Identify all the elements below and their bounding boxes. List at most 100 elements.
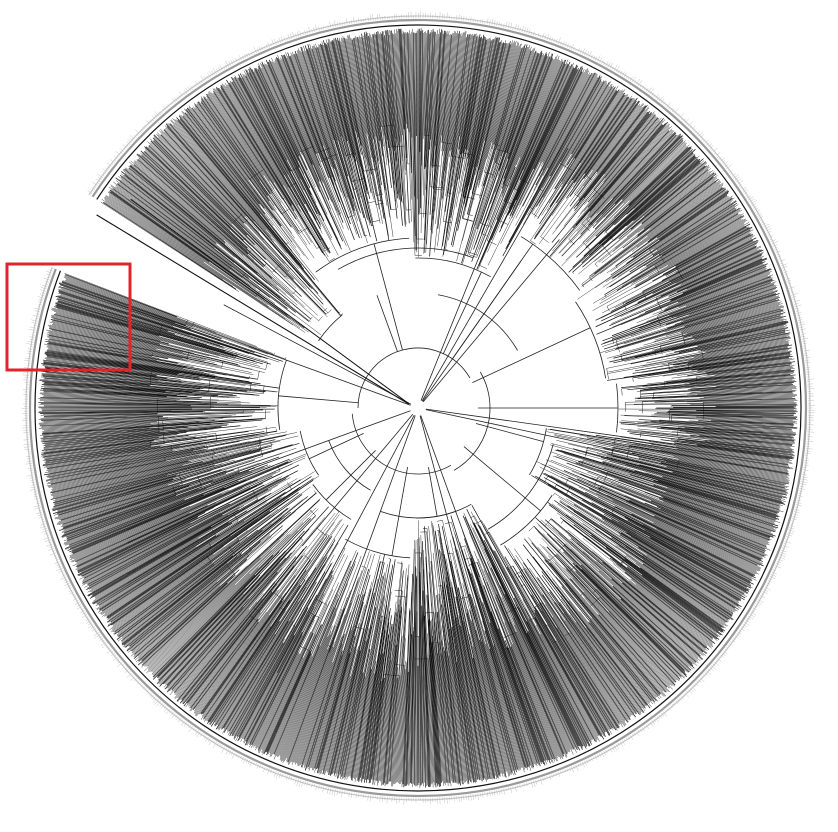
- tip-branch: [53, 465, 183, 498]
- tip-branch: [583, 154, 696, 257]
- tip-label-mark: [350, 792, 353, 798]
- tip-branch: [656, 255, 765, 304]
- tip-branch: [515, 555, 626, 721]
- tip-branch: [643, 559, 733, 621]
- tip-label-mark: [635, 731, 640, 736]
- tip-branch: [350, 615, 381, 776]
- tip-branch: [42, 434, 214, 459]
- tip-label-mark: [94, 630, 98, 633]
- tip-branch: [59, 286, 255, 353]
- tip-label-mark: [41, 292, 46, 294]
- tip-branch: [43, 369, 265, 393]
- tip-branch: [675, 232, 752, 273]
- tip-label-mark: [560, 41, 562, 45]
- tip-branch: [652, 226, 753, 282]
- tip-branch: [553, 85, 619, 190]
- sub-clade-arc: [270, 441, 272, 447]
- tip-label-mark: [63, 578, 68, 582]
- tip-label-mark: [641, 727, 645, 732]
- tip-label-mark: [127, 671, 131, 674]
- tip-branch: [479, 525, 593, 741]
- tip-branch: [630, 331, 786, 365]
- tip-branch: [58, 297, 268, 363]
- tip-branch: [482, 601, 538, 766]
- tip-branch: [628, 500, 763, 560]
- tip-branch: [243, 74, 339, 256]
- tip-branch: [424, 31, 435, 253]
- tip-label-mark: [24, 448, 31, 450]
- tip-branch: [54, 449, 262, 505]
- tip-label-mark: [723, 650, 728, 655]
- tip-branch: [38, 415, 232, 425]
- tip-branch: [550, 459, 767, 546]
- tip-branch: [626, 555, 727, 627]
- tip-branch: [370, 34, 388, 166]
- tip-label-mark: [181, 719, 184, 722]
- tip-branch: [326, 44, 357, 162]
- tip-branch: [144, 148, 277, 274]
- tip-label-mark: [728, 643, 732, 646]
- tip-ring-arc: [28, 18, 808, 798]
- tip-branch: [430, 31, 446, 231]
- tip-branch: [424, 28, 434, 241]
- tip-label-mark: [348, 791, 350, 797]
- tip-branch: [503, 60, 563, 201]
- tip-branch: [222, 565, 324, 734]
- tip-label-mark: [293, 777, 295, 780]
- tip-branch: [692, 312, 786, 338]
- tip-branch: [47, 356, 200, 379]
- tip-branch: [646, 334, 790, 364]
- tip-branch: [354, 572, 391, 782]
- tip-branch: [420, 30, 424, 209]
- tip-branch: [212, 88, 312, 243]
- tip-label-mark: [290, 777, 293, 781]
- tip-branch: [335, 640, 366, 774]
- tip-branch: [473, 43, 503, 168]
- tip-label-mark: [795, 310, 800, 312]
- tip-label-mark: [153, 113, 158, 119]
- tip-branch: [42, 418, 266, 435]
- tip-branch: [165, 127, 260, 232]
- tip-branch: [266, 560, 352, 752]
- tip-branch: [121, 173, 235, 263]
- tip-branch: [587, 446, 788, 494]
- tip-label-mark: [127, 138, 132, 144]
- tip-branch: [226, 84, 299, 206]
- tip-branch: [344, 676, 366, 780]
- tip-branch: [654, 214, 741, 266]
- tip-branch: [237, 594, 318, 742]
- tip-label-mark: [762, 590, 768, 595]
- tip-branch: [529, 618, 594, 739]
- tip-label-mark: [61, 574, 66, 577]
- tip-branch: [703, 393, 794, 398]
- tip-label-mark: [105, 167, 109, 171]
- tip-branch: [40, 422, 228, 439]
- tip-branch: [462, 37, 498, 197]
- tip-label-mark: [344, 791, 346, 795]
- tip-branch: [291, 647, 334, 763]
- tip-branch: [87, 512, 221, 585]
- tip-branch: [70, 457, 306, 562]
- tip-branch: [585, 535, 717, 637]
- tip-branch: [622, 582, 704, 653]
- tip-branch: [57, 463, 223, 512]
- tip-branch: [43, 427, 150, 437]
- tip-branch: [667, 293, 777, 329]
- tip-branch: [48, 326, 204, 362]
- tip-branch: [594, 139, 684, 230]
- tip-branch: [655, 249, 761, 298]
- tip-branch: [55, 302, 239, 357]
- tip-branch: [473, 522, 584, 747]
- sub-clade-arc: [614, 437, 616, 444]
- tip-branch: [485, 644, 522, 768]
- tip-label-mark: [613, 64, 618, 71]
- tip-label-mark: [189, 85, 193, 90]
- tip-branch: [243, 70, 332, 241]
- tip-label-mark: [170, 103, 172, 106]
- tip-branch: [620, 414, 797, 422]
- tip-branch: [565, 549, 689, 667]
- tip-branch: [561, 586, 655, 703]
- tip-branch: [61, 479, 214, 533]
- tip-branch: [45, 359, 246, 386]
- tip-branch: [454, 533, 525, 770]
